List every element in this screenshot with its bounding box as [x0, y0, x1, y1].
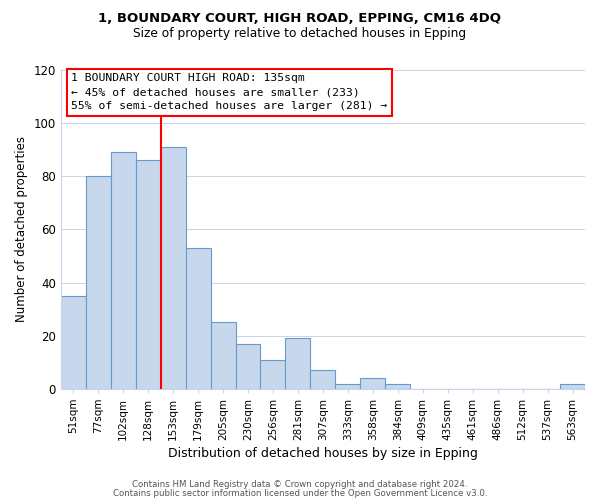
Bar	[211, 322, 236, 389]
Bar	[286, 338, 310, 389]
Bar	[560, 384, 585, 389]
Bar	[310, 370, 335, 389]
Text: Contains HM Land Registry data © Crown copyright and database right 2024.: Contains HM Land Registry data © Crown c…	[132, 480, 468, 489]
Bar	[335, 384, 361, 389]
Text: Size of property relative to detached houses in Epping: Size of property relative to detached ho…	[133, 28, 467, 40]
Bar	[161, 147, 185, 389]
Bar	[111, 152, 136, 389]
Bar	[61, 296, 86, 389]
Text: 1 BOUNDARY COURT HIGH ROAD: 135sqm
← 45% of detached houses are smaller (233)
55: 1 BOUNDARY COURT HIGH ROAD: 135sqm ← 45%…	[71, 73, 388, 111]
Bar	[236, 344, 260, 389]
Bar	[385, 384, 410, 389]
Bar	[86, 176, 111, 389]
Text: 1, BOUNDARY COURT, HIGH ROAD, EPPING, CM16 4DQ: 1, BOUNDARY COURT, HIGH ROAD, EPPING, CM…	[98, 12, 502, 26]
Text: Contains public sector information licensed under the Open Government Licence v3: Contains public sector information licen…	[113, 488, 487, 498]
Bar	[185, 248, 211, 389]
Bar	[361, 378, 385, 389]
X-axis label: Distribution of detached houses by size in Epping: Distribution of detached houses by size …	[168, 447, 478, 460]
Bar	[260, 360, 286, 389]
Bar	[136, 160, 161, 389]
Y-axis label: Number of detached properties: Number of detached properties	[15, 136, 28, 322]
